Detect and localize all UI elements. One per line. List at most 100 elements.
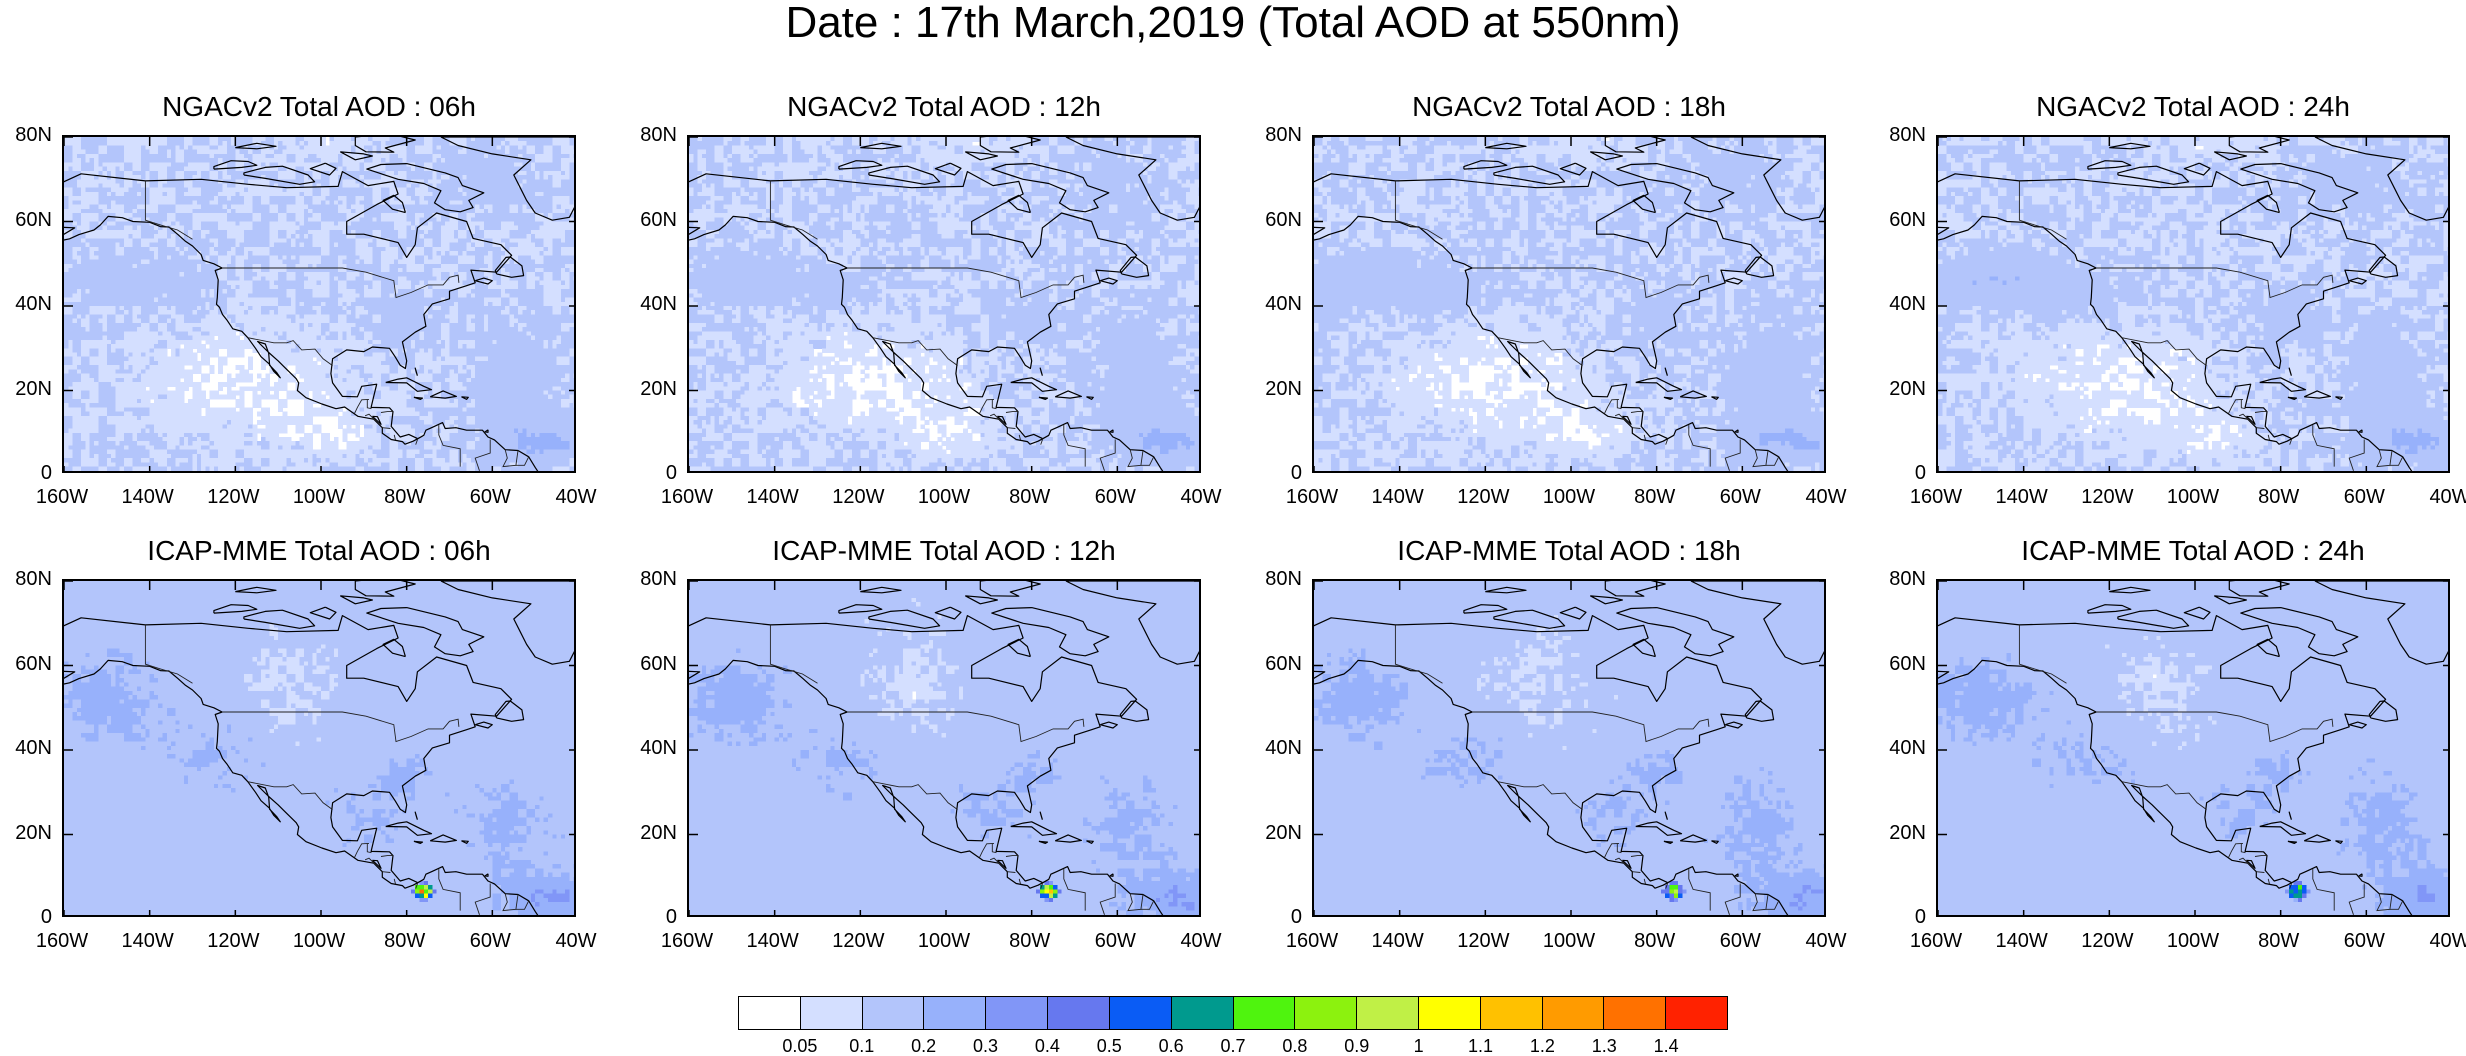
lon-tick-label: 140W xyxy=(118,931,178,951)
lon-tick-label: 40W xyxy=(546,931,606,951)
aod-map xyxy=(687,135,1201,473)
lon-tick-label: 100W xyxy=(289,931,349,951)
colorbar-swatch xyxy=(1172,997,1234,1029)
lon-tick-label: 160W xyxy=(1282,931,1342,951)
lon-tick-label: 160W xyxy=(32,931,92,951)
lon-tick-label: 140W xyxy=(118,487,178,507)
colorbar-swatch xyxy=(1604,997,1666,1029)
lon-tick-label: 120W xyxy=(2077,931,2137,951)
lon-tick-label: 80W xyxy=(1625,487,1685,507)
lat-tick-label: 40N xyxy=(0,738,52,758)
lon-tick-label: 140W xyxy=(743,487,803,507)
lon-tick-label: 140W xyxy=(743,931,803,951)
lat-tick-label: 80N xyxy=(1246,569,1302,589)
lon-tick-label: 160W xyxy=(1282,487,1342,507)
map-panel: ICAP-MME Total AOD : 06h 80N 60N 40N 20N 0 160… xyxy=(62,579,576,917)
colorbar-label: 0.7 xyxy=(1203,1036,1263,1056)
lat-tick-label: 60N xyxy=(1246,654,1302,674)
colorbar-label: 0.4 xyxy=(1017,1036,1077,1056)
aod-map xyxy=(1936,579,2450,917)
aod-map-svg xyxy=(1938,137,2450,473)
lat-tick-label: 20N xyxy=(1246,379,1302,399)
lat-tick-label: 0 xyxy=(1246,907,1302,927)
lon-tick-label: 140W xyxy=(1368,931,1428,951)
aod-map xyxy=(62,135,576,473)
map-panel: ICAP-MME Total AOD : 12h 80N 60N 40N 20N 0 160… xyxy=(687,579,1201,917)
aod-map-svg xyxy=(64,581,576,917)
aod-map xyxy=(1312,135,1826,473)
lat-tick-label: 60N xyxy=(0,654,52,674)
lat-tick-label: 80N xyxy=(0,569,52,589)
lat-tick-label: 0 xyxy=(0,463,52,483)
aod-map xyxy=(1312,579,1826,917)
lon-tick-label: 40W xyxy=(2420,487,2466,507)
colorbar-label: 1.2 xyxy=(1512,1036,1572,1056)
colorbar-label: 0.1 xyxy=(832,1036,892,1056)
lon-tick-label: 60W xyxy=(1710,487,1770,507)
colorbar-swatch xyxy=(1666,997,1727,1029)
lat-tick-label: 80N xyxy=(1870,125,1926,145)
lon-tick-label: 160W xyxy=(1906,487,1966,507)
lon-tick-label: 60W xyxy=(460,487,520,507)
colorbar-swatch xyxy=(1295,997,1357,1029)
aod-map-svg xyxy=(1314,137,1826,473)
lat-tick-label: 20N xyxy=(621,823,677,843)
lon-tick-label: 140W xyxy=(1992,931,2052,951)
lat-tick-label: 60N xyxy=(621,654,677,674)
map-panel: ICAP-MME Total AOD : 24h 80N 60N 40N 20N 0 160… xyxy=(1936,579,2450,917)
figure-title: Date : 17th March,2019 (Total AOD at 550… xyxy=(0,0,2466,46)
lon-tick-label: 40W xyxy=(1796,931,1856,951)
map-panel: NGACv2 Total AOD : 06h 80N 60N 40N 20N 0 160W 1… xyxy=(62,135,576,473)
lon-tick-label: 100W xyxy=(914,931,974,951)
colorbar-label: 1.1 xyxy=(1451,1036,1511,1056)
colorbar-label: 0.3 xyxy=(956,1036,1016,1056)
panel-title: NGACv2 Total AOD : 12h xyxy=(657,90,1231,124)
lon-tick-label: 60W xyxy=(1085,931,1145,951)
colorbar-label: 1 xyxy=(1389,1036,1449,1056)
colorbar-swatches xyxy=(738,996,1728,1030)
lat-tick-label: 80N xyxy=(1870,569,1926,589)
lon-tick-label: 140W xyxy=(1992,487,2052,507)
lon-tick-label: 120W xyxy=(203,487,263,507)
lon-tick-label: 80W xyxy=(375,931,435,951)
lat-tick-label: 0 xyxy=(0,907,52,927)
lon-tick-label: 80W xyxy=(1000,931,1060,951)
aod-map-svg xyxy=(1938,581,2450,917)
lat-tick-label: 40N xyxy=(1246,738,1302,758)
lon-tick-label: 40W xyxy=(1171,931,1231,951)
colorbar-label: 0.5 xyxy=(1079,1036,1139,1056)
map-panel: NGACv2 Total AOD : 12h 80N 60N 40N 20N 0 160W 1… xyxy=(687,135,1201,473)
lon-tick-label: 100W xyxy=(2163,487,2223,507)
lat-tick-label: 40N xyxy=(621,294,677,314)
lat-tick-label: 80N xyxy=(0,125,52,145)
panel-title: ICAP-MME Total AOD : 12h xyxy=(657,534,1231,568)
map-panel: NGACv2 Total AOD : 24h 80N 60N 40N 20N 0 160W 1… xyxy=(1936,135,2450,473)
lon-tick-label: 120W xyxy=(2077,487,2137,507)
lon-tick-label: 80W xyxy=(2249,931,2309,951)
lon-tick-label: 160W xyxy=(1906,931,1966,951)
lon-tick-label: 80W xyxy=(2249,487,2309,507)
lon-tick-label: 100W xyxy=(1539,931,1599,951)
lat-tick-label: 20N xyxy=(1246,823,1302,843)
lon-tick-label: 100W xyxy=(1539,487,1599,507)
lat-tick-label: 20N xyxy=(1870,379,1926,399)
aod-map xyxy=(1936,135,2450,473)
lat-tick-label: 20N xyxy=(0,379,52,399)
colorbar-label: 0.2 xyxy=(894,1036,954,1056)
lon-tick-label: 140W xyxy=(1368,487,1428,507)
panel-title: NGACv2 Total AOD : 06h xyxy=(32,90,606,124)
lat-tick-label: 0 xyxy=(1870,463,1926,483)
lat-tick-label: 0 xyxy=(621,907,677,927)
lon-tick-label: 120W xyxy=(203,931,263,951)
colorbar-label: 1.4 xyxy=(1636,1036,1696,1056)
colorbar-swatch xyxy=(1543,997,1605,1029)
lon-tick-label: 80W xyxy=(375,487,435,507)
lat-tick-label: 40N xyxy=(1870,294,1926,314)
colorbar-swatch xyxy=(986,997,1048,1029)
colorbar-swatch xyxy=(1048,997,1110,1029)
lat-tick-label: 20N xyxy=(1870,823,1926,843)
lon-tick-label: 100W xyxy=(2163,931,2223,951)
colorbar-swatch xyxy=(1234,997,1296,1029)
colorbar-swatch xyxy=(863,997,925,1029)
colorbar-label: 1.3 xyxy=(1574,1036,1634,1056)
